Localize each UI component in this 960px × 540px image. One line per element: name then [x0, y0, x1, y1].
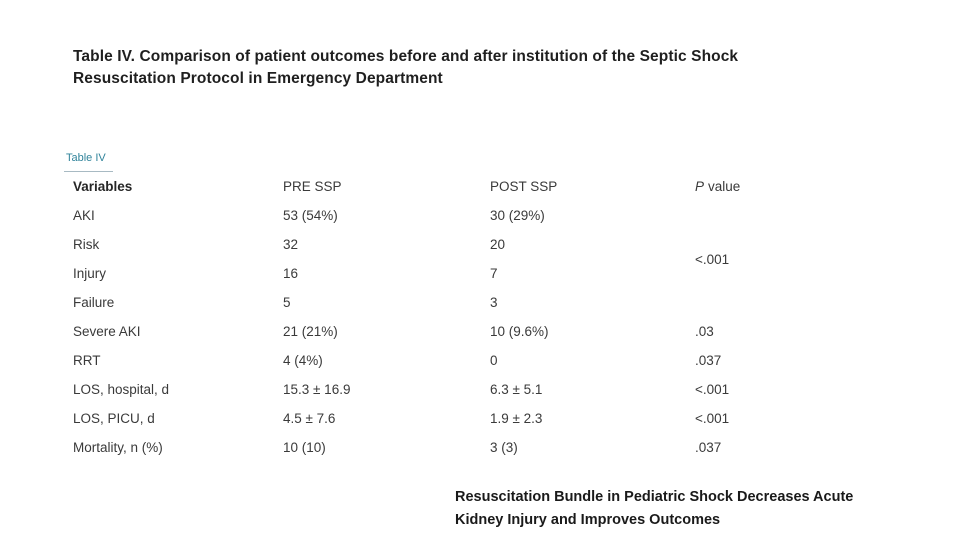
cell-p-value: <.001 — [695, 411, 730, 426]
cell-variable: LOS, PICU, d — [73, 411, 155, 426]
table-iv-link-underline — [64, 171, 113, 172]
cell-variable: AKI — [73, 208, 95, 223]
citation-title: Resuscitation Bundle in Pediatric Shock … — [455, 486, 915, 532]
slide-title-line1: Table IV. Comparison of patient outcomes… — [73, 48, 739, 65]
table-row: RRT 4 (4%) 0 .037 — [73, 346, 895, 375]
cell-pre-ssp: 32 — [283, 237, 299, 252]
table-row: Severe AKI 21 (21%) 10 (9.6%) .03 — [73, 317, 895, 346]
cell-variable: Injury — [73, 266, 107, 281]
cell-variable: Risk — [73, 237, 100, 252]
cell-pre-ssp: 15.3 ± 16.9 — [283, 382, 351, 397]
cell-post-ssp: 1.9 ± 2.3 — [490, 411, 543, 426]
table-row: AKI 53 (54%) 30 (29%) <.001 — [73, 201, 895, 267]
slide-title-line2: Resuscitation Protocol in Emergency Depa… — [73, 70, 443, 87]
cell-pre-ssp: 53 (54%) — [283, 208, 338, 223]
cell-p-value: .03 — [695, 324, 714, 339]
cell-p-value: .037 — [695, 353, 722, 368]
cell-p-value: .037 — [695, 440, 722, 455]
column-header-post-ssp: POST SSP — [490, 179, 558, 194]
table-row: Injury 16 7 — [73, 259, 895, 288]
column-header-pre-ssp: PRE SSP — [283, 179, 342, 194]
cell-variable: Severe AKI — [73, 324, 141, 339]
p-value-header-italic: P — [695, 179, 705, 194]
table-row: LOS, hospital, d 15.3 ± 16.9 6.3 ± 5.1 <… — [73, 375, 895, 404]
table-row: Failure 5 3 — [73, 288, 895, 317]
cell-variable: Failure — [73, 295, 115, 310]
cell-variable: LOS, hospital, d — [73, 382, 170, 397]
citation-line2: Kidney Injury and Improves Outcomes — [455, 512, 721, 528]
table-row: LOS, PICU, d 4.5 ± 7.6 1.9 ± 2.3 <.001 — [73, 404, 895, 433]
citation-line1: Resuscitation Bundle in Pediatric Shock … — [455, 489, 854, 505]
cell-pre-ssp: 21 (21%) — [283, 324, 338, 339]
cell-post-ssp: 30 (29%) — [490, 208, 545, 223]
cell-pre-ssp: 4.5 ± 7.6 — [283, 411, 336, 426]
cell-pre-ssp: 10 (10) — [283, 440, 326, 455]
cell-post-ssp: 7 — [490, 266, 498, 281]
slide-title: Table IV. Comparison of patient outcomes… — [73, 46, 773, 90]
column-header-variables: Variables — [73, 179, 133, 194]
cell-pre-ssp: 4 (4%) — [283, 353, 323, 368]
cell-post-ssp: 3 (3) — [490, 440, 518, 455]
cell-post-ssp: 3 — [490, 295, 498, 310]
cell-pre-ssp: 16 — [283, 266, 299, 281]
cell-pre-ssp: 5 — [283, 295, 291, 310]
p-value-merged-cell: <.001 — [695, 251, 730, 267]
p-value-header-rest: value — [708, 179, 741, 194]
cell-post-ssp: 20 — [490, 237, 506, 252]
table-iv-link[interactable]: Table IV — [66, 152, 106, 164]
cell-post-ssp: 6.3 ± 5.1 — [490, 382, 543, 397]
cell-variable: Mortality, n (%) — [73, 440, 163, 455]
cell-variable: RRT — [73, 353, 101, 368]
table-row: Risk 32 20 — [73, 230, 895, 259]
cell-p-value: <.001 — [695, 382, 730, 397]
table-row: Mortality, n (%) 10 (10) 3 (3) .037 — [73, 433, 895, 462]
cell-post-ssp: 10 (9.6%) — [490, 324, 549, 339]
cell-post-ssp: 0 — [490, 353, 498, 368]
